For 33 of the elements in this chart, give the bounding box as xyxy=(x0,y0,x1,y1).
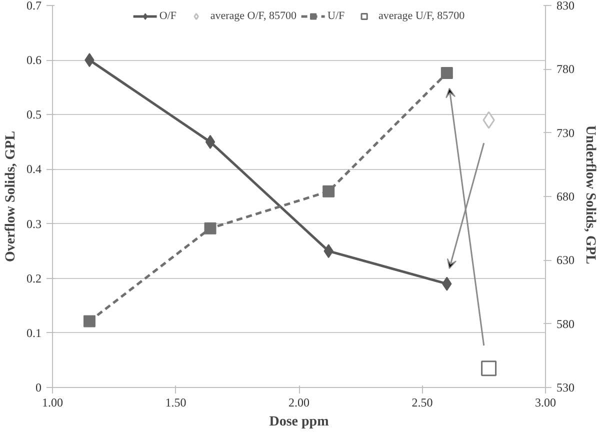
x-tick-label: 1.00 xyxy=(42,396,63,410)
y2-tick-label: 530 xyxy=(556,380,574,394)
legend-label: average O/F, 85700 xyxy=(210,10,296,22)
x-axis-title: Dose ppm xyxy=(269,414,330,430)
y-tick-label: 0.6 xyxy=(26,53,42,68)
y2-tick-label: 630 xyxy=(556,253,574,268)
x-tick-label: 1.50 xyxy=(165,396,186,410)
legend-label: average U/F, 85700 xyxy=(378,10,465,22)
point xyxy=(205,134,216,149)
legend-label: U/F xyxy=(328,10,346,22)
legend-label: O/F xyxy=(159,10,178,22)
x-tick-label: 3.00 xyxy=(535,396,556,410)
y-tick-label: 0.7 xyxy=(26,0,42,12)
x-tick-label: 2.00 xyxy=(288,396,310,410)
y2-axis-title: Underflow Solids, GPL xyxy=(582,125,598,264)
y2-tick-label: 730 xyxy=(556,126,574,140)
y-axis-title: Overflow Solids, GPL xyxy=(4,130,18,262)
y-tick-label: 0.1 xyxy=(26,326,42,340)
y-tick-label: 0.4 xyxy=(26,162,42,176)
point xyxy=(83,315,96,328)
x-tick-label: 2.50 xyxy=(412,396,433,410)
point xyxy=(204,222,216,234)
y2-tick-label: 680 xyxy=(556,190,574,204)
point xyxy=(322,185,335,198)
point xyxy=(440,66,453,79)
y-tick-label: 0.5 xyxy=(26,108,42,122)
y2-tick-label: 580 xyxy=(556,316,574,331)
y2-tick-label: 780 xyxy=(556,62,574,76)
y-tick-label: 0.3 xyxy=(26,216,42,231)
y2-tick-label: 830 xyxy=(556,0,574,12)
point xyxy=(481,360,497,376)
y-tick-label: 0.2 xyxy=(26,271,42,286)
y-tick-label: 0 xyxy=(36,380,42,394)
